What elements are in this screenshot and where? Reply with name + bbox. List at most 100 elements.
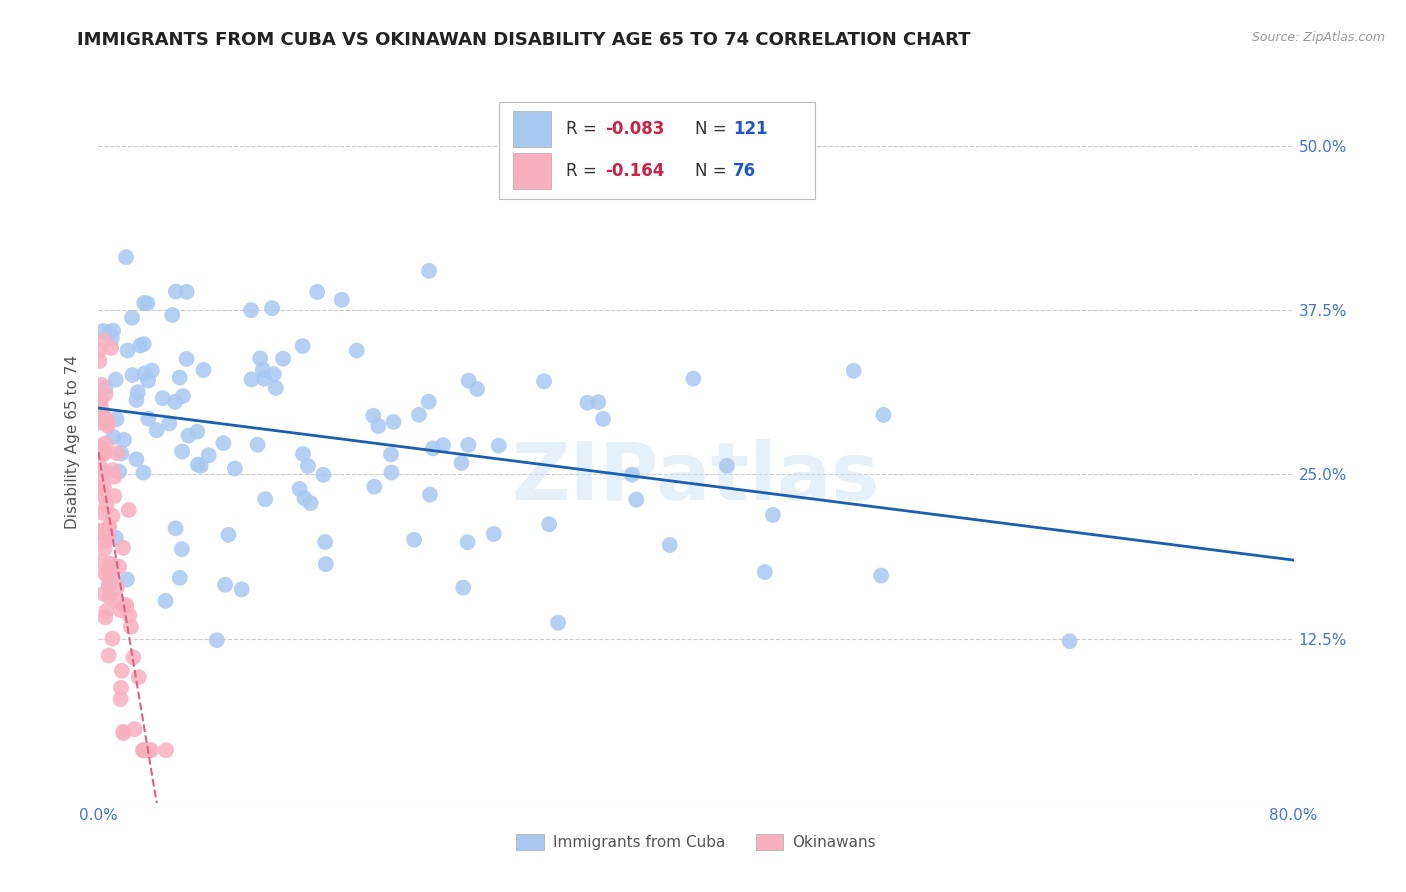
Point — [197, 448, 219, 462]
Y-axis label: Disability Age 65 to 74: Disability Age 65 to 74 — [65, 354, 80, 529]
Point — [101, 324, 124, 338]
Bar — [499, 102, 815, 200]
Point — [93, 446, 115, 460]
Point — [98, 557, 121, 571]
Point — [1059, 634, 1081, 648]
Point — [125, 392, 148, 407]
Point — [89, 399, 111, 413]
Point — [110, 446, 132, 460]
Point — [101, 558, 124, 572]
Point — [134, 296, 156, 310]
Point — [89, 460, 111, 475]
Text: IMMIGRANTS FROM CUBA VS OKINAWAN DISABILITY AGE 65 TO 74 CORRELATION CHART: IMMIGRANTS FROM CUBA VS OKINAWAN DISABIL… — [77, 31, 970, 49]
Point — [94, 566, 117, 581]
Point — [465, 382, 488, 396]
Point — [136, 411, 159, 425]
Point — [94, 380, 117, 394]
Point — [94, 533, 117, 548]
Point — [533, 375, 555, 389]
Point — [110, 692, 132, 706]
Point — [93, 414, 115, 428]
Point — [212, 436, 235, 450]
Point — [380, 447, 402, 461]
Point — [96, 604, 118, 618]
Point — [155, 743, 177, 757]
Point — [330, 293, 353, 307]
Point — [658, 538, 681, 552]
Point — [482, 527, 505, 541]
Point — [291, 339, 314, 353]
Point — [94, 387, 117, 401]
Point — [165, 521, 187, 535]
Point — [105, 412, 128, 426]
Text: N =: N = — [695, 161, 731, 179]
Point — [842, 364, 865, 378]
Point — [105, 446, 128, 460]
Point — [108, 465, 131, 479]
Point — [87, 396, 110, 410]
Point — [592, 412, 614, 426]
Point — [177, 428, 200, 442]
Point — [621, 467, 644, 482]
Point — [162, 308, 184, 322]
Point — [115, 573, 138, 587]
Point — [165, 285, 187, 299]
Point — [145, 423, 167, 437]
Point — [90, 524, 112, 538]
Point — [254, 492, 277, 507]
Point — [110, 681, 132, 695]
Point — [89, 482, 111, 496]
Point — [262, 301, 284, 315]
Point — [97, 528, 120, 542]
Point — [307, 285, 329, 299]
Point — [418, 264, 440, 278]
Point — [101, 508, 124, 523]
Point — [588, 395, 610, 409]
Point — [104, 373, 127, 387]
Point — [129, 338, 152, 352]
Point — [169, 571, 191, 585]
Point — [117, 343, 139, 358]
Point — [97, 590, 120, 604]
Point — [155, 594, 177, 608]
Point — [408, 408, 430, 422]
Point — [96, 498, 118, 512]
Point — [176, 351, 198, 366]
Point — [101, 632, 124, 646]
Point — [240, 303, 263, 318]
Text: Source: ZipAtlas.com: Source: ZipAtlas.com — [1251, 31, 1385, 45]
Point — [112, 724, 135, 739]
Point — [89, 343, 111, 358]
Point — [170, 542, 193, 557]
Point — [112, 541, 135, 555]
Point — [96, 466, 118, 480]
Point — [157, 417, 180, 431]
Legend: Immigrants from Cuba, Okinawans: Immigrants from Cuba, Okinawans — [510, 829, 882, 856]
Point — [382, 415, 405, 429]
Point — [100, 341, 122, 355]
Point — [134, 367, 156, 381]
Point — [418, 394, 440, 409]
Point — [538, 517, 561, 532]
Point — [105, 580, 128, 594]
Point — [110, 603, 132, 617]
Point — [101, 463, 124, 477]
Point — [292, 447, 315, 461]
Point — [132, 743, 155, 757]
Point — [754, 565, 776, 579]
Point — [121, 368, 143, 382]
Point — [176, 285, 198, 299]
Point — [115, 598, 138, 612]
Point — [547, 615, 569, 630]
Point — [105, 593, 128, 607]
Point — [97, 418, 120, 433]
Point — [252, 362, 274, 376]
Point — [94, 610, 117, 624]
Point — [108, 559, 131, 574]
Text: ZIPatlas: ZIPatlas — [512, 439, 880, 516]
Point — [115, 250, 138, 264]
Point — [141, 363, 163, 377]
Point — [90, 441, 112, 455]
Point — [363, 409, 385, 423]
Point — [762, 508, 785, 522]
